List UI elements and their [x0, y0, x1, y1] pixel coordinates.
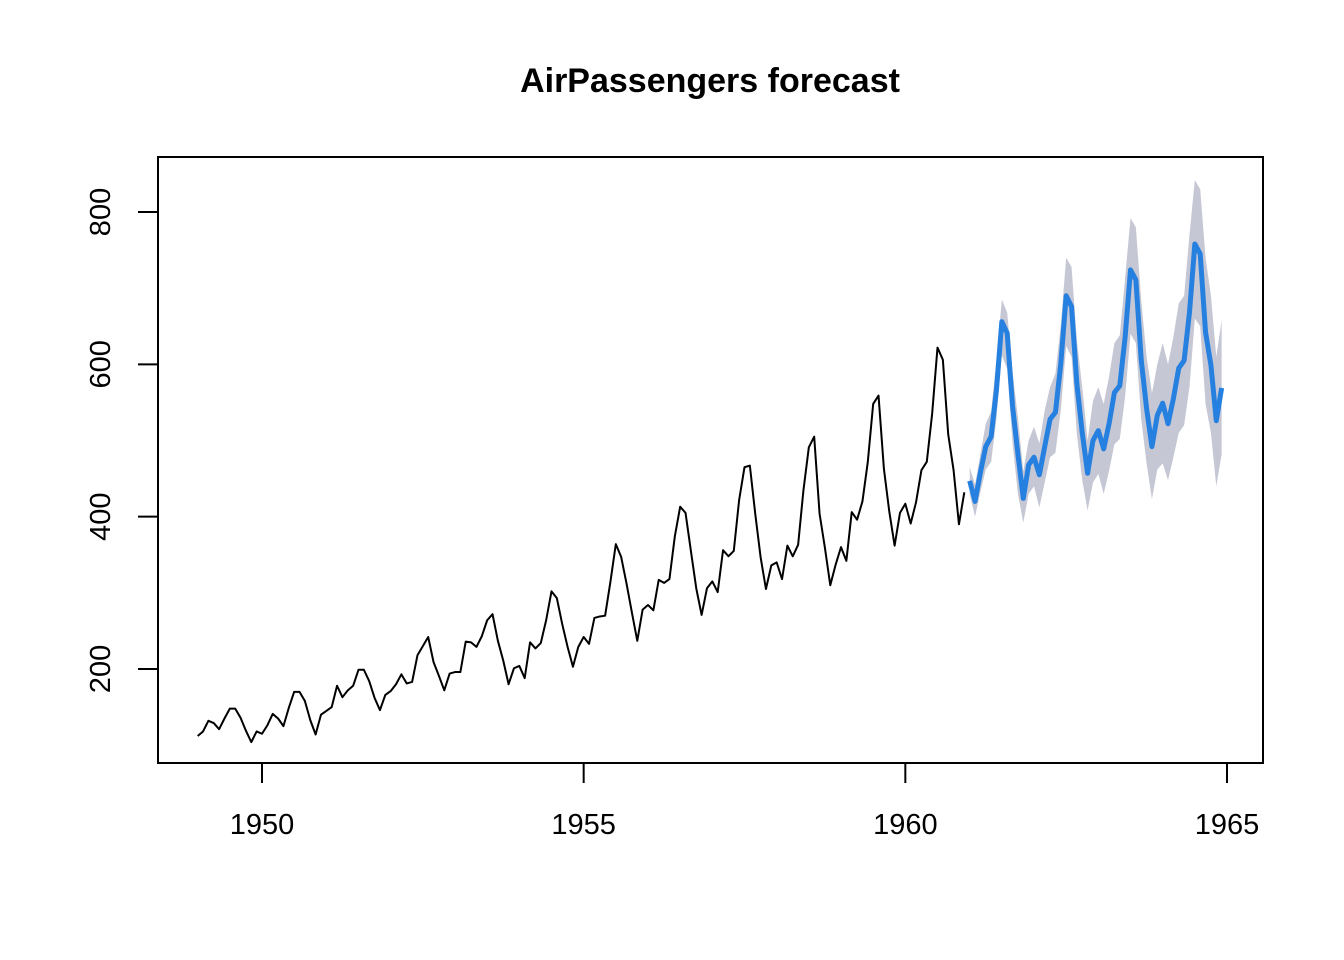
forecast-series-line: [967, 241, 1225, 504]
plot-frame: [157, 156, 1264, 764]
y-tick-label: 600: [85, 340, 117, 388]
x-axis: 1950 1955 1960 1965: [230, 763, 1260, 841]
forecast-interval-band: [969, 180, 1222, 523]
x-tick-label: 1965: [1195, 809, 1260, 841]
x-tick-label: 1950: [230, 809, 295, 841]
y-tick-label: 200: [85, 645, 117, 693]
plot-area: [157, 156, 1264, 764]
y-tick-label: 400: [85, 492, 117, 540]
y-axis: 200 400 600 800: [85, 188, 158, 693]
x-tick-label: 1960: [873, 809, 938, 841]
chart-title: AirPassengers forecast: [520, 62, 900, 100]
x-tick-label: 1955: [551, 809, 616, 841]
observed-series-line: [197, 346, 966, 744]
y-tick-label: 800: [85, 188, 117, 236]
